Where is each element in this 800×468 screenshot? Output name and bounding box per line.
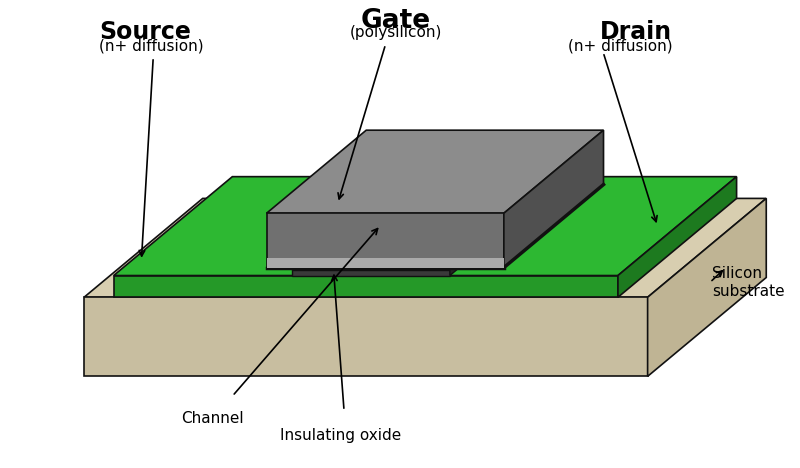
Text: Gate: Gate bbox=[361, 7, 430, 34]
Polygon shape bbox=[618, 176, 737, 297]
Text: Channel: Channel bbox=[182, 411, 244, 426]
Polygon shape bbox=[84, 297, 648, 376]
Polygon shape bbox=[84, 198, 766, 297]
Text: (n+ diffusion): (n+ diffusion) bbox=[568, 38, 672, 53]
Polygon shape bbox=[292, 270, 450, 276]
Polygon shape bbox=[266, 130, 603, 213]
Polygon shape bbox=[114, 176, 737, 276]
Polygon shape bbox=[504, 130, 603, 268]
Polygon shape bbox=[266, 213, 504, 268]
Text: (n+ diffusion): (n+ diffusion) bbox=[99, 38, 203, 53]
Text: Source: Source bbox=[99, 21, 190, 44]
Text: Drain: Drain bbox=[600, 21, 672, 44]
Text: Silicon
substrate: Silicon substrate bbox=[712, 266, 785, 299]
Text: (polysilicon): (polysilicon) bbox=[350, 25, 442, 40]
Polygon shape bbox=[292, 171, 569, 270]
Polygon shape bbox=[114, 276, 618, 297]
Polygon shape bbox=[450, 171, 569, 276]
Polygon shape bbox=[648, 198, 766, 376]
Polygon shape bbox=[266, 258, 504, 268]
Text: Insulating oxide: Insulating oxide bbox=[281, 428, 402, 443]
